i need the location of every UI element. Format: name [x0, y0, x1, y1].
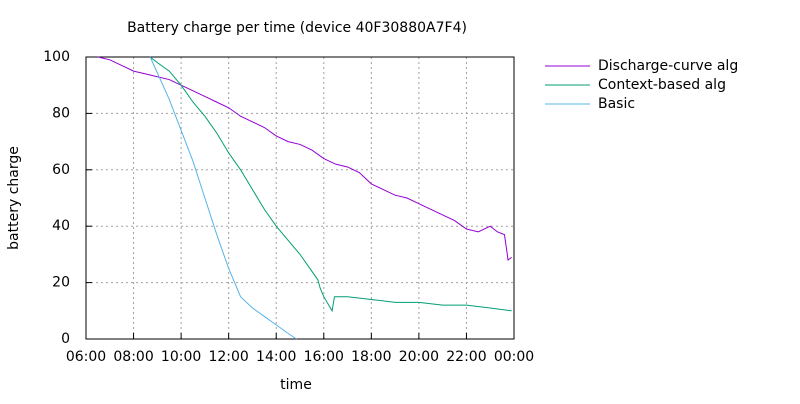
series-line [97, 56, 512, 261]
y-tick-label: 0 [61, 331, 70, 347]
x-tick-label: 06:00 [66, 349, 106, 365]
x-tick-label: 10:00 [161, 349, 201, 365]
x-tick-label: 18:00 [351, 349, 391, 365]
series-line [149, 56, 512, 313]
plot-frame [85, 56, 515, 340]
chart-title: Battery charge per time (device 40F30880… [127, 20, 467, 36]
x-tick-label: 08:00 [113, 349, 153, 365]
x-tick-label: 22:00 [446, 349, 486, 365]
x-tick-label: 12:00 [208, 349, 248, 365]
y-tick-label: 100 [43, 49, 70, 65]
legend-label: Context-based alg [598, 77, 726, 93]
x-tick-label: 20:00 [399, 349, 439, 365]
series-line [149, 56, 297, 340]
x-tick-label: 16:00 [304, 349, 344, 365]
legend-label: Basic [598, 96, 635, 112]
y-axis-label: battery charge [6, 146, 22, 250]
y-tick-label: 80 [52, 105, 70, 121]
legend-label: Discharge-curve alg [598, 58, 738, 74]
x-axis-label: time [280, 377, 312, 393]
x-tick-label: 14:00 [256, 349, 296, 365]
x-tick-label: 00:00 [494, 349, 534, 365]
y-tick-label: 40 [52, 218, 70, 234]
y-tick-label: 60 [52, 162, 70, 178]
y-tick-label: 20 [52, 275, 70, 291]
